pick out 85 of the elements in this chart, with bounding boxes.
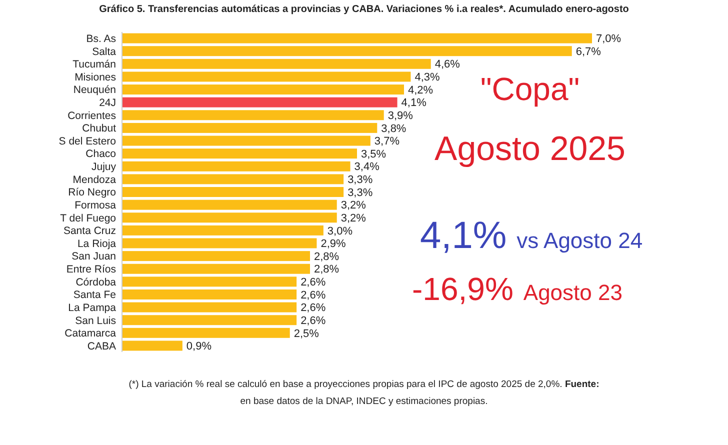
data-label: 2,6%: [300, 276, 326, 289]
data-label: 4,2%: [408, 84, 434, 96]
data-label: 3,7%: [374, 136, 400, 148]
data-label: 2,6%: [300, 289, 326, 302]
bar: [122, 276, 297, 287]
data-label: 2,5%: [294, 328, 320, 340]
annotation: "Copa": [480, 71, 580, 107]
bar: [122, 328, 290, 338]
annotation: 4,1%: [420, 215, 507, 257]
data-label: 3,0%: [327, 225, 353, 238]
y-tick-label: Catamarca: [64, 328, 116, 340]
bar: [122, 302, 297, 312]
y-tick-label: Chaco: [86, 148, 116, 160]
bar: [122, 200, 337, 210]
data-label: 4,3%: [414, 72, 440, 84]
y-tick-label: Misiones: [74, 71, 116, 84]
text: en base datos de la DNAP, INDEC y estimaciones propias.: [240, 396, 488, 407]
bar: [122, 187, 344, 197]
data-label: 3,5%: [361, 148, 386, 160]
y-tick-label: Jujuy: [91, 161, 117, 174]
y-tick-label: Santa Fe: [73, 289, 116, 302]
y-tick-label: San Luis: [75, 314, 116, 327]
annotation: Agosto 2025: [434, 130, 626, 168]
bar: [122, 174, 344, 184]
data-label: 4,6%: [434, 58, 460, 71]
data-label: 3,3%: [348, 174, 373, 186]
bar: [122, 46, 572, 56]
bar: [122, 84, 404, 95]
y-tick-label: T del Fuego: [60, 212, 116, 224]
y-tick-label: Formosa: [74, 199, 116, 212]
bar: [122, 340, 182, 351]
bar: [122, 58, 431, 69]
bar: [122, 161, 350, 172]
data-label: 6,7%: [576, 46, 602, 58]
y-tick-label: S del Estero: [58, 135, 116, 148]
y-tick-label: Córdoba: [76, 276, 116, 288]
chart-title: Gráfico 5. Transferencias automáticas a provincias y CABA. Variaciones % i.a reales*. Acumulado enero-agosto: [99, 4, 629, 15]
bar: [122, 110, 384, 120]
data-label: 7,0%: [596, 33, 622, 46]
data-label: 2,8%: [314, 264, 340, 276]
y-tick-label: La Rioja: [77, 238, 116, 250]
annotation: -16,9%: [412, 271, 514, 307]
bar: [122, 97, 398, 108]
y-tick-label: 24J: [99, 97, 116, 110]
bar: [122, 148, 357, 159]
bar: [122, 212, 337, 223]
y-tick-label: Santa Cruz: [63, 225, 116, 238]
data-label: 4,1%: [401, 97, 427, 110]
source-note: Fuente:: [564, 379, 600, 390]
data-label: 2,6%: [300, 302, 326, 314]
bar: [122, 238, 317, 248]
bar: [122, 72, 411, 82]
data-label: 3,2%: [340, 200, 366, 212]
y-tick-label: Neuquén: [73, 84, 116, 96]
data-label: 2,8%: [314, 250, 340, 263]
bar: [122, 289, 297, 300]
data-label: 2,6%: [300, 314, 326, 327]
bar: [122, 251, 310, 262]
data-label: 3,8%: [381, 122, 406, 135]
bar: [122, 315, 297, 326]
data-label: 0,9%: [186, 340, 212, 353]
y-tick-label: Corrientes: [68, 110, 116, 122]
y-tick-label: Río Negro: [68, 186, 116, 199]
bar: [122, 136, 370, 146]
bar: [122, 225, 324, 236]
bar: [122, 33, 592, 44]
y-tick-label: CABA: [87, 340, 116, 352]
y-tick-label: San Juan: [72, 250, 116, 263]
y-tick-label: Bs. As: [86, 32, 116, 45]
y-tick-label: Tucumán: [72, 58, 116, 71]
text: (*) La variación % real se calculó en base a proyecciones propias para el IPC de agosto 2025 de 2,0%.: [128, 379, 562, 390]
y-tick-label: Chubut: [82, 122, 116, 135]
bar: [122, 264, 310, 274]
data-label: 3,4%: [354, 161, 380, 174]
data-label: 2,9%: [320, 238, 346, 250]
y-tick-label: Mendoza: [72, 174, 116, 186]
data-label: 3,9%: [388, 110, 414, 122]
y-tick-label: Entre Ríos: [66, 264, 116, 276]
data-label: 3,3%: [348, 186, 373, 199]
y-tick-label: Salta: [92, 46, 116, 58]
data-label: 3,2%: [340, 212, 366, 224]
annotation: Agosto 23: [523, 280, 622, 305]
y-tick-label: La Pampa: [68, 302, 116, 314]
annotation: vs Agosto 24: [516, 228, 643, 253]
bar: [122, 122, 378, 133]
